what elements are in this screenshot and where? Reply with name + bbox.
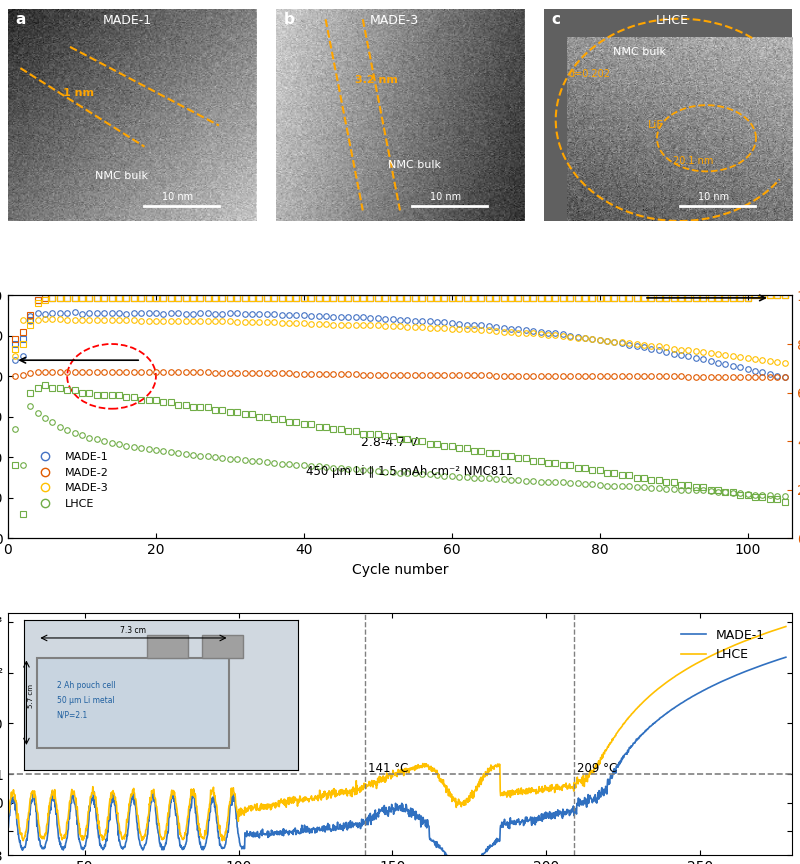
Text: 10 nm: 10 nm (430, 192, 461, 202)
Text: 20.1 nm: 20.1 nm (673, 156, 714, 166)
Line: MADE-1: MADE-1 (8, 658, 786, 864)
Legend: MADE-1, LHCE: MADE-1, LHCE (676, 624, 770, 666)
MADE-1 (3, 824, 13, 835)
Text: NMC bulk: NMC bulk (614, 48, 666, 57)
MADE-1 (382, 803, 391, 813)
Text: a: a (15, 11, 26, 27)
Text: MADE-3: MADE-3 (370, 14, 419, 27)
Text: NMC bulk: NMC bulk (387, 160, 441, 170)
MADE-1 (361, 816, 370, 827)
MADE-1 (616, 755, 626, 766)
Text: 141 °C: 141 °C (368, 762, 408, 775)
Text: 10 nm: 10 nm (698, 192, 729, 202)
LHCE (616, 722, 626, 733)
MADE-1 (759, 659, 769, 670)
Text: b: b (283, 11, 294, 27)
LHCE (218, 835, 227, 846)
LHCE (758, 629, 768, 639)
Text: 3.2 nm: 3.2 nm (355, 75, 398, 85)
LHCE (361, 783, 370, 793)
LHCE (43, 816, 53, 826)
LHCE (759, 629, 769, 639)
Legend: MADE-1, MADE-2, MADE-3, LHCE: MADE-1, MADE-2, MADE-3, LHCE (30, 448, 113, 513)
LHCE (3, 813, 13, 823)
Text: 1 nm: 1 nm (62, 88, 94, 98)
MADE-1 (758, 659, 768, 670)
Line: LHCE: LHCE (8, 626, 786, 841)
Text: MADE-1: MADE-1 (102, 14, 151, 27)
Text: NMC bulk: NMC bulk (95, 170, 148, 181)
Text: 2.8-4.7 V: 2.8-4.7 V (361, 436, 418, 449)
LHCE (382, 768, 391, 778)
Text: LHCE: LHCE (655, 14, 689, 27)
MADE-1 (43, 829, 53, 839)
LHCE (781, 621, 790, 632)
MADE-1 (781, 652, 790, 663)
MADE-1 (461, 860, 470, 864)
X-axis label: Cycle number: Cycle number (352, 562, 448, 576)
Text: c: c (551, 11, 560, 27)
Text: 209 °C: 209 °C (577, 762, 617, 775)
Text: 10 nm: 10 nm (162, 192, 193, 202)
Text: LiF: LiF (648, 119, 664, 130)
Text: d=0.202: d=0.202 (569, 68, 610, 79)
Text: 450 μm Li ∥ 1.5 mAh cm⁻² NMC811: 450 μm Li ∥ 1.5 mAh cm⁻² NMC811 (306, 465, 513, 478)
